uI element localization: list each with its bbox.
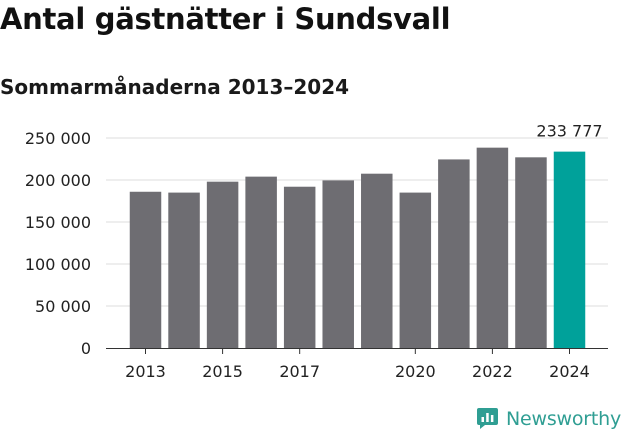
x-tick-label: 2020 <box>395 362 436 381</box>
data-label-2024: 233 777 <box>536 122 602 141</box>
newsworthy-logo: Newsworthy <box>476 407 621 430</box>
x-axis-ticks: 2013 2015 2017 2020 2022 2024 <box>125 349 590 381</box>
y-tick-label: 150 000 <box>25 213 91 232</box>
bar-2018 <box>322 180 354 348</box>
y-tick-label: 0 <box>81 339 91 358</box>
y-tick-label: 100 000 <box>25 255 91 274</box>
bar-2014 <box>168 192 200 348</box>
bar-2017 <box>283 186 316 348</box>
bars <box>129 147 586 348</box>
newsworthy-logo-icon <box>477 408 498 429</box>
x-tick-label: 2022 <box>472 362 513 381</box>
bar-2024 <box>553 151 586 348</box>
x-tick-label: 2017 <box>279 362 320 381</box>
bar-2022 <box>476 147 509 348</box>
bar-2016 <box>245 176 277 348</box>
x-tick-label: 2015 <box>202 362 243 381</box>
x-tick-label: 2024 <box>549 362 590 381</box>
bar-2020 <box>399 192 432 348</box>
bar-2021 <box>438 159 470 348</box>
x-tick-label: 2013 <box>125 362 166 381</box>
y-tick-label: 50 000 <box>35 297 91 316</box>
y-tick-label: 250 000 <box>25 129 91 148</box>
bar-chart: 0 50 000 100 000 150 000 200 000 250 000 2013… <box>25 122 608 381</box>
bar-2013 <box>129 191 162 348</box>
bar-2019 <box>361 173 393 348</box>
data-labels: 233 777 <box>536 122 602 141</box>
y-tick-label: 200 000 <box>25 171 91 190</box>
bar-2015 <box>206 181 239 348</box>
chart-subtitle: Sommarmånaderna 2013–2024 <box>0 75 350 99</box>
bar-2023 <box>515 157 547 348</box>
chart-title: Antal gästnätter i Sundsvall <box>0 2 451 36</box>
y-axis-ticks: 0 50 000 100 000 150 000 200 000 250 000 <box>25 129 91 358</box>
brand-name: Newsworthy <box>506 407 622 430</box>
